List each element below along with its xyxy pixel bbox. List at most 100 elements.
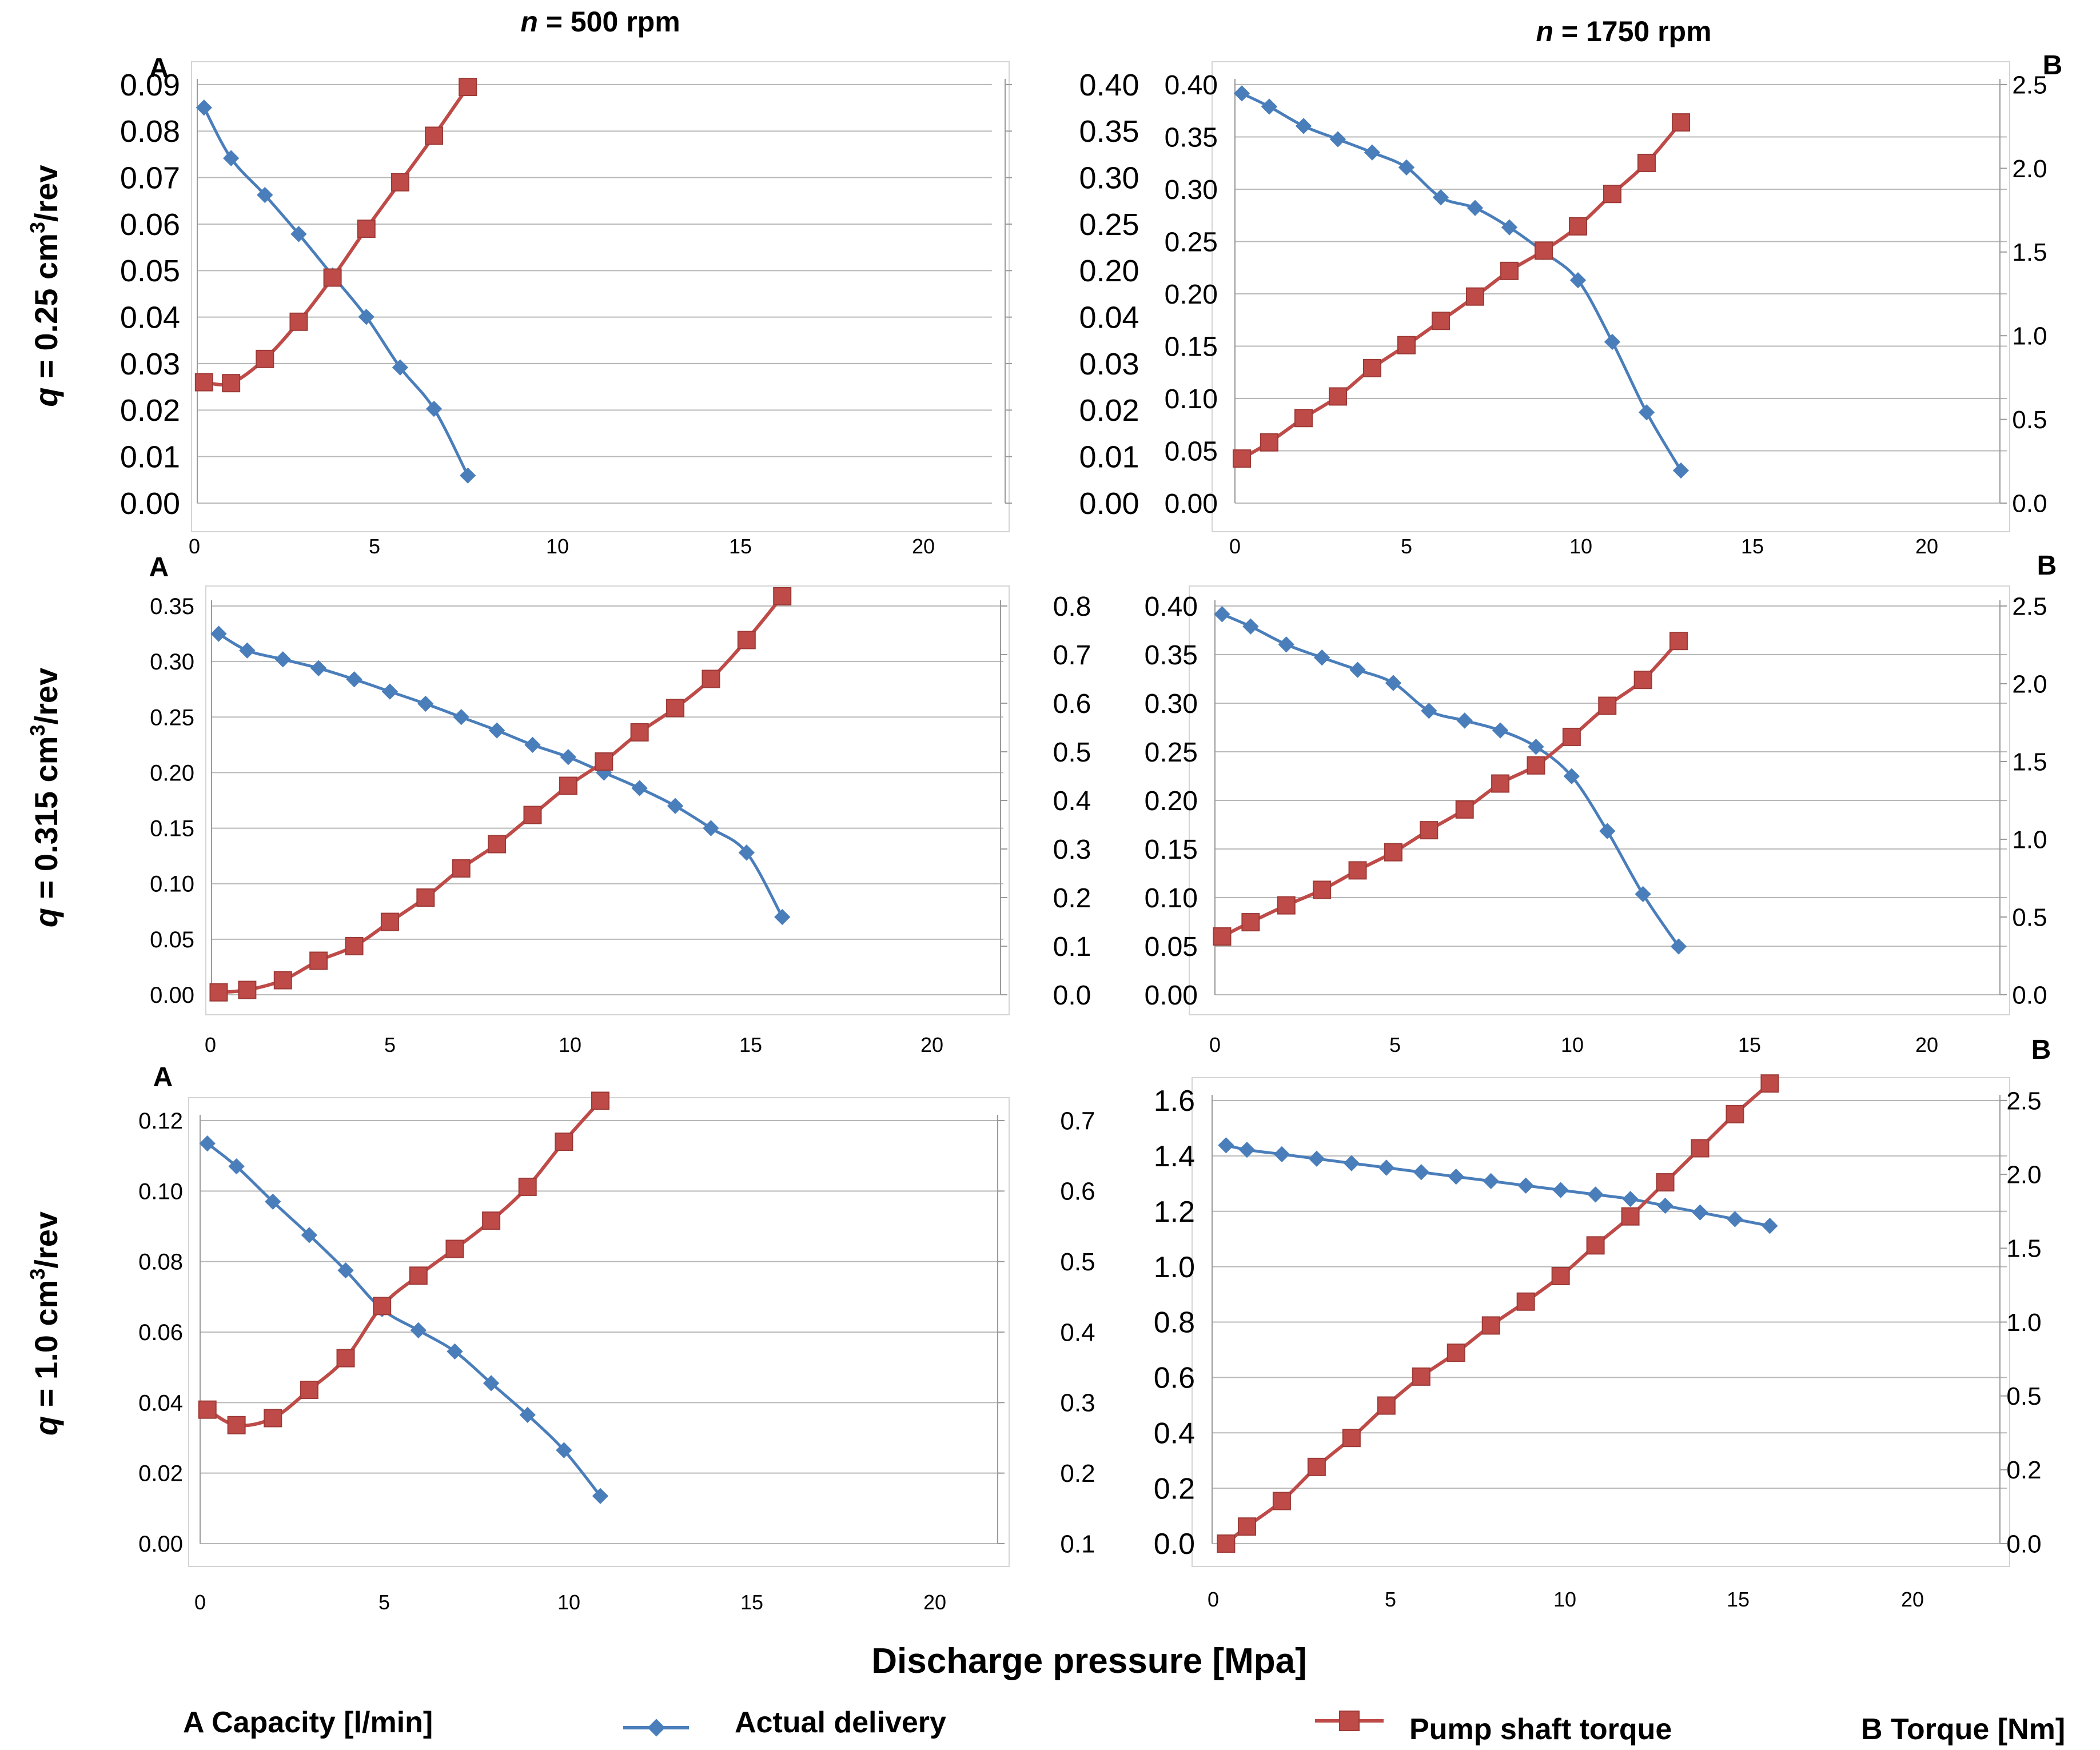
p5-right-tick-label: 0.5 [1060,1248,1095,1276]
p5-torque-point [336,1349,355,1368]
p3-right-tick-label: 0.0 [1053,980,1091,1011]
p5-torque-point [482,1211,501,1230]
p6-delivery-point [1727,1211,1743,1227]
p2-delivery-point [1329,131,1346,148]
p1-torque-point [357,220,376,238]
p6-delivery-point [1552,1182,1569,1198]
p4-torque-point [1527,756,1545,775]
p2-left-tick-label: 0.05 [1165,436,1218,467]
p1-x-tick-label: 20 [912,535,935,558]
p1-x-tick-label: 0 [189,535,200,558]
p2-x-tick-label: 15 [1741,535,1764,558]
chart-panel-row1-500rpm: 0.09 0.08 0.07 0.06 0.05 0.04 0.03 0.02 0.01 0.00… [120,53,1139,558]
p6-right-tick-label: 0.5 [2006,1382,2041,1410]
p3-torque-point [666,699,685,717]
p1-delivery-point [290,226,307,242]
legend-torque-marker [1339,1711,1360,1731]
p1-torque-point [459,78,477,97]
p6-torque-point [1272,1492,1291,1510]
p2-right-tick-label: 1.5 [2012,238,2047,266]
p6-left-tick-label: 1.0 [1154,1251,1195,1284]
p1-delivery-point [358,309,374,325]
p5-right-tick-label: 0.7 [1060,1107,1095,1135]
p4-torque-point [1277,896,1296,915]
p6-torque-point [1621,1207,1640,1226]
p2-left-tick-label: 0.20 [1165,280,1218,310]
p6-torque-point [1586,1236,1605,1255]
p2-x-tick-label: 10 [1569,535,1592,558]
p5-right-tick-label: 0.2 [1060,1460,1095,1488]
p1-right-tick-label: 0.40 [1079,68,1139,102]
p6-delivery-point [1413,1164,1429,1181]
p3-torque-point [452,859,471,878]
p2-frame [1212,61,2010,532]
p5-torque-point [445,1239,464,1258]
p3-right-tick-label: 0.5 [1053,738,1091,768]
p4-torque-point [1384,843,1402,862]
p5-panel-label: A [153,1062,173,1093]
chart-panel-row3-1750rpm: 1.6 1.4 1.2 1.0 0.8 0.6 0.4 0.2 0.0 2.5 2.0 1.5 1.0 0… [1154,1035,2051,1611]
p6-torque-point [1481,1316,1500,1335]
p1-torque-point [256,349,274,368]
p1-left-tick-label: 0.09 [120,68,180,102]
p4-x-tick-label: 20 [1915,1033,1938,1057]
p6-x-tick-label: 15 [1727,1588,1750,1611]
p2-delivery-point [1672,462,1689,479]
p2-left-tick-label: 0.25 [1165,227,1218,257]
p3-torque-point [702,669,720,688]
p4-right-tick-label: 1.5 [2012,748,2047,776]
p5-torque-point [591,1091,609,1110]
p6-delivery-point [1343,1155,1360,1171]
p5-left-tick-label: 0.00 [138,1532,183,1557]
p5-torque-point [264,1409,282,1428]
p1-left-tick-label: 0.07 [120,161,180,196]
p4-x-tick-label: 15 [1738,1033,1761,1057]
p6-torque-point [1656,1173,1675,1192]
p5-x-tick-label: 0 [194,1590,206,1614]
p6-torque-point [1760,1074,1779,1093]
p1-delivery-point [392,359,409,376]
p2-torque-point [1397,336,1416,354]
p1-left-tick-label: 0.01 [120,440,180,475]
p3-x-tick-label: 15 [739,1033,762,1057]
p3-delivery-point [346,671,362,688]
p4-x-tick-label: 0 [1209,1033,1221,1057]
p1-torque-point [289,312,308,331]
p3-delivery-point [417,695,434,712]
p2-torque-point [1363,358,1381,377]
p2-delivery-point [1604,333,1621,350]
p6-left-tick-label: 0.0 [1154,1528,1195,1561]
p2-delivery-point [1432,189,1449,206]
legend-delivery-marker [647,1719,666,1737]
p3-right-tick-label: 0.7 [1053,640,1091,671]
p2-left-tick-label: 0.00 [1165,489,1218,519]
p1-torque-point [323,268,342,287]
p5-left-tick-label: 0.02 [138,1461,183,1486]
p5-x-tick-label: 15 [740,1590,763,1614]
p6-torque-point [1412,1367,1430,1386]
p1-delivery-point [425,400,443,417]
p1-left-tick-label: 0.05 [120,254,180,288]
p2-left-tick-label: 0.40 [1165,70,1218,101]
p6-delivery-point [1587,1186,1604,1203]
p3-delivery-point [631,780,648,796]
p3-delivery-point [239,642,256,659]
p6-right-tick-label: 2.5 [2006,1087,2041,1115]
p6-torque-point [1516,1292,1535,1311]
p6-delivery-point [1273,1146,1290,1163]
chart-panel-row1-1750rpm: 0.400.350.300.250.200.150.100.050.002.52… [1165,50,2063,558]
p1-left-tick-label: 0.04 [120,301,180,335]
p5-delivery-point [447,1343,463,1360]
p3-delivery-point [453,709,469,725]
p6-delivery-point [1448,1168,1464,1185]
p1-left-tick-label: 0.03 [120,347,180,381]
chart-panel-row2-500rpm: 0.350.300.250.200.150.100.050.000.80.70.… [149,552,1091,1057]
p6-torque-point [1551,1267,1570,1286]
p3-left-tick-label: 0.25 [150,705,194,730]
p6-torque-point [1307,1457,1326,1476]
p3-left-tick-label: 0.35 [150,594,194,619]
p3-torque-point [238,980,257,999]
p5-delivery-point [556,1442,572,1458]
p4-delivery-point [1456,712,1473,729]
p4-torque-point [1348,861,1367,880]
